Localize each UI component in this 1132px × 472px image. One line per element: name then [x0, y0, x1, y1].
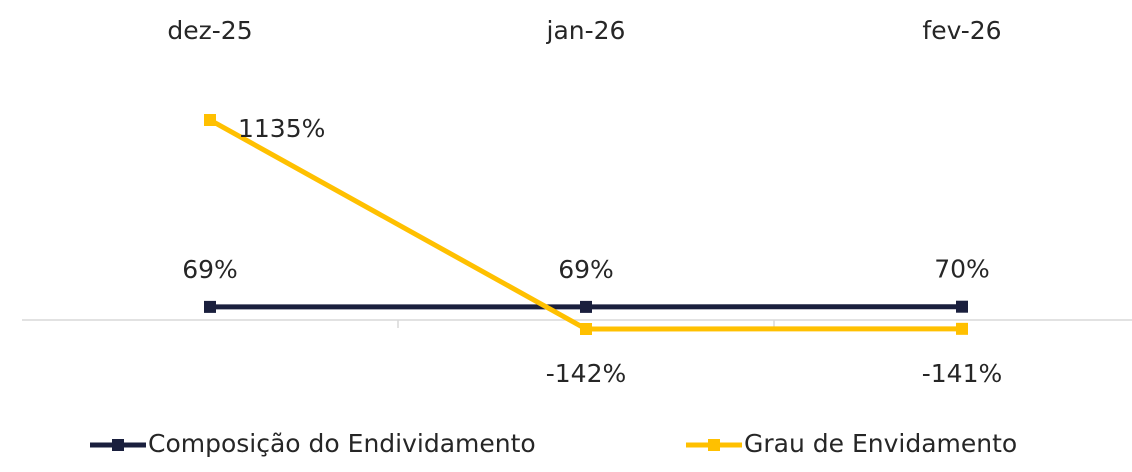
point-marker	[204, 114, 216, 126]
legend-label: Grau de Envidamento	[744, 429, 1017, 458]
point-marker	[580, 300, 592, 313]
data-label: 1135%	[238, 114, 325, 143]
series-line	[208, 117, 963, 332]
point-marker	[956, 300, 968, 313]
category-label: dez-25	[167, 16, 252, 45]
point-marker	[580, 323, 592, 335]
legend-marker	[708, 439, 720, 451]
point-marker	[204, 300, 216, 313]
category-label: jan-26	[546, 16, 626, 45]
data-label: -141%	[922, 359, 1003, 388]
legend-label: Composição do Endividamento	[148, 429, 536, 458]
data-label: 69%	[558, 255, 614, 284]
data-label: 70%	[934, 255, 990, 284]
data-label: 69%	[182, 255, 238, 284]
category-label: fev-26	[922, 16, 1001, 45]
point-marker	[956, 322, 968, 335]
legend-marker	[112, 439, 124, 451]
data-label: -142%	[546, 359, 627, 388]
